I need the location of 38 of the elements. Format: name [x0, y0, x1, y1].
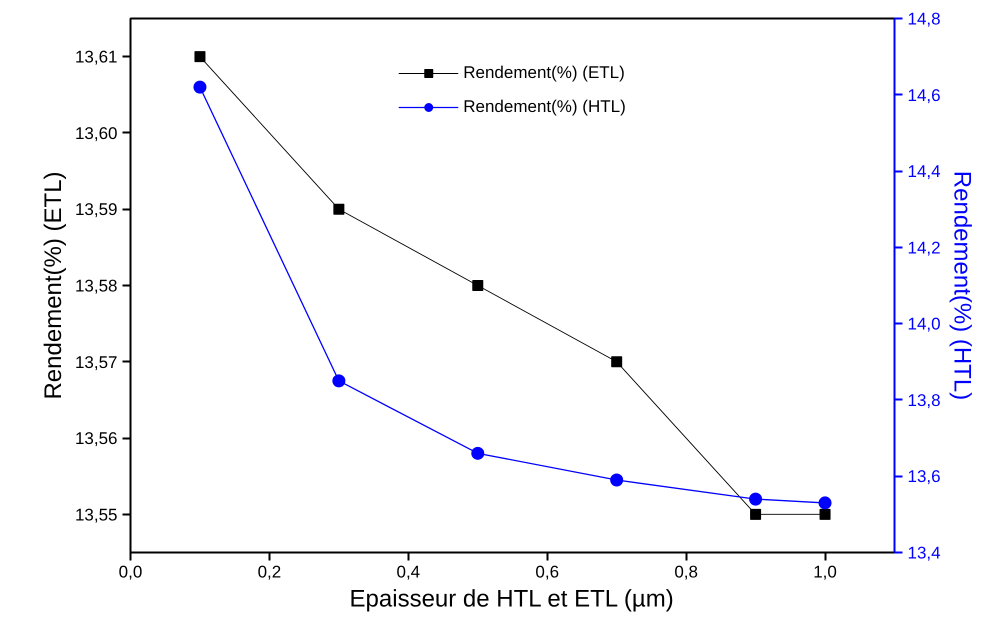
y-tick-label: 13,55: [74, 505, 118, 524]
y-tick-label: 13,59: [74, 200, 118, 220]
y2-tick-label: 13,6: [908, 467, 941, 486]
y-tick-label: 13,60: [74, 124, 118, 143]
y-tick-label: 13,58: [74, 276, 118, 296]
y2-axis-title: Rendement(%) (HTL): [948, 170, 976, 400]
point: [194, 51, 206, 62]
y-tick-label: 13,56: [74, 429, 118, 448]
point: [818, 496, 832, 510]
y2-tick-label: 13,8: [908, 390, 941, 410]
legend-label: Rendement(%) (ETL): [463, 63, 625, 83]
y2-tick-label: 14,4: [908, 162, 941, 182]
x-tick-label: 0,6: [535, 562, 560, 582]
y2-tick-label: 13,4: [908, 544, 941, 562]
x-tick-label: 1,0: [813, 562, 837, 582]
x-tick-label: 0,8: [674, 562, 698, 582]
point: [332, 374, 346, 388]
point: [611, 356, 622, 368]
point: [472, 280, 484, 291]
x-axis-title: Epaisseur de HTL et ETL (µm): [350, 586, 674, 612]
y-tick-label: 13,61: [74, 48, 118, 67]
legend-label: Rendement(%) (HTL): [463, 97, 626, 117]
point: [193, 80, 206, 94]
y-tick-label: 13,57: [74, 352, 118, 372]
point: [471, 446, 484, 460]
y2-tick-label: 14,8: [908, 10, 941, 28]
point: [820, 508, 831, 520]
x-tick-label: 0,0: [118, 562, 142, 582]
x-tick-label: 0,2: [258, 562, 282, 582]
y2-tick-label: 14,2: [908, 238, 941, 258]
point: [610, 474, 624, 487]
point: [750, 508, 762, 520]
point: [333, 204, 344, 215]
x-tick-label: 0,4: [396, 562, 420, 582]
y-axis-title: Rendement(%) (ETL): [40, 171, 67, 400]
y2-tick-label: 14,6: [908, 86, 941, 105]
y2-tick-label: 14,0: [908, 314, 941, 334]
point: [749, 492, 762, 506]
